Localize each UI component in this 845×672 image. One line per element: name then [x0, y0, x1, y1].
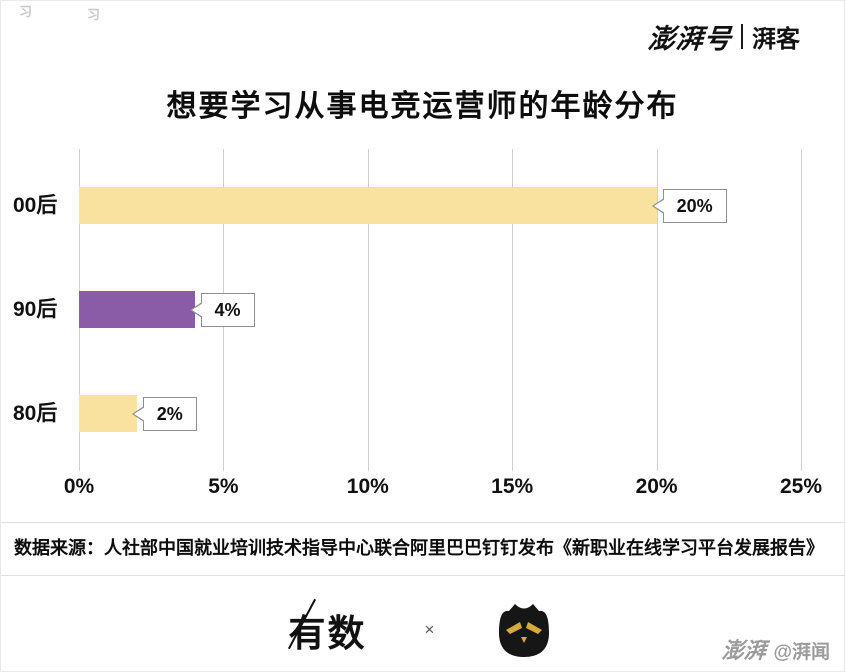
data-source-note: 数据来源：人社部中国就业培训技术指导中心联合阿里巴巴钉钉发布《新职业在线学习平台…: [14, 538, 824, 558]
gridline: [801, 149, 802, 471]
pengpai-brand-logo: 澎湃号 湃客: [646, 17, 800, 56]
owl-logo-icon: [499, 603, 550, 657]
youshu-logo-text: 有数: [288, 614, 367, 655]
x-tick-label: 5%: [208, 475, 239, 498]
divider-line: [1, 575, 844, 576]
value-callout: 4%: [189, 293, 255, 327]
owl-right-eye: [526, 621, 543, 634]
youshu-logo: 有数: [287, 598, 367, 657]
watermark-fragment: 习: [19, 4, 33, 19]
owl-left-eye: [506, 621, 523, 634]
bar-90后: [79, 291, 195, 328]
category-label: 00后: [13, 194, 58, 217]
plot-area: 00后 20% 90后 4% 80后 2%: [13, 149, 802, 471]
divider-line: [1, 522, 844, 523]
bar-00后: [79, 187, 657, 224]
owl-beak: [521, 636, 528, 643]
watermark-fragment: 习: [87, 7, 101, 22]
x-tick-label: 25%: [779, 475, 823, 498]
author-handle: @湃闻: [773, 642, 830, 663]
chart-title: 想要学习从事电竞运营师的年龄分布: [166, 90, 679, 123]
bottom-watermark: 澎湃 @湃闻: [721, 633, 830, 665]
pengpaihao-logo-text: 澎湃号: [646, 24, 733, 54]
category-label: 90后: [13, 298, 58, 321]
gridline: [656, 149, 658, 471]
x-tick-label: 15%: [491, 475, 534, 498]
footer-logos: 有数 ×: [1, 598, 844, 662]
x-tick-label: 20%: [635, 475, 678, 498]
paike-logo-text: 湃客: [752, 27, 800, 53]
gridline: [367, 149, 369, 471]
value-callout: 20%: [651, 189, 727, 223]
brand-divider: [741, 24, 743, 49]
gridline: [512, 149, 514, 471]
pengpai-watermark-logo: 澎湃: [721, 638, 768, 663]
bar-80后: [79, 395, 137, 432]
x-axis: 0% 5% 10% 15% 20% 25%: [64, 475, 822, 503]
multiply-separator: ×: [424, 620, 435, 639]
value-callout: 2%: [131, 397, 197, 431]
x-tick-label: 0%: [63, 475, 95, 498]
owl-body: [499, 603, 550, 657]
category-label: 80后: [13, 402, 58, 425]
x-tick-label: 10%: [346, 475, 389, 498]
